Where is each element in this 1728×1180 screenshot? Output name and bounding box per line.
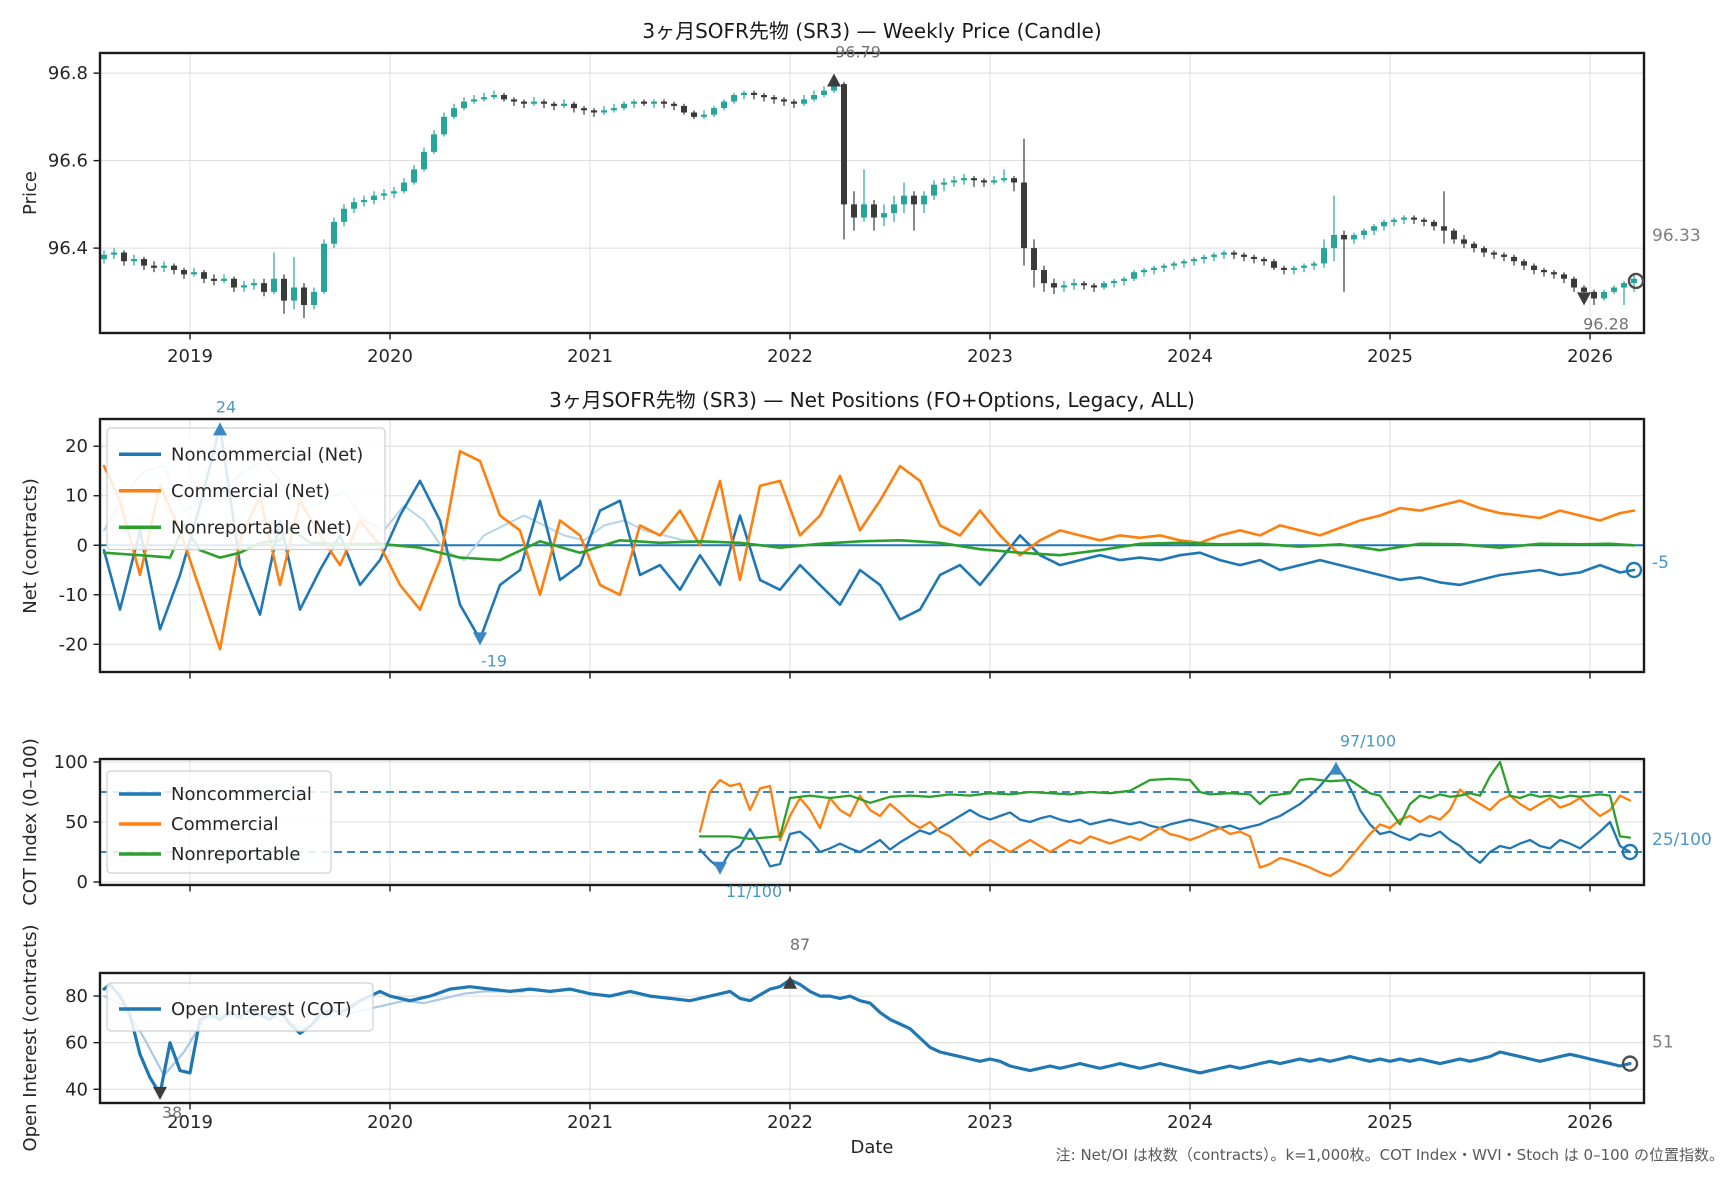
net-ylabel: Net (contracts) [20, 478, 41, 614]
x-tick-label: 2025 [1367, 346, 1413, 367]
footnote: 注: Net/OI は枚数（contracts）。k=1,000枚。COT In… [1056, 1146, 1724, 1164]
cot-panel: 0 50 100 Noncommercial Commercial Nonreportab… [54, 732, 1712, 901]
last-value-marker [1625, 561, 1643, 579]
y-tick-label: 100 [54, 752, 88, 773]
annotation-arrow-up [827, 73, 841, 87]
y-tick-label: 96.6 [48, 151, 88, 172]
x-tick-label: 2024 [1167, 346, 1213, 367]
legend-label: Nonreportable (Net) [171, 517, 352, 538]
y-tick-label: 96.4 [48, 238, 88, 259]
legend-label: Open Interest (COT) [171, 999, 352, 1020]
y-tick-label: 0 [77, 535, 88, 556]
panel-border [98, 971, 1646, 1105]
y-tick-label: 50 [65, 812, 88, 833]
x-tick-label: 2021 [567, 346, 613, 367]
legend-label: Noncommercial (Net) [171, 444, 363, 465]
legend: Noncommercial Commercial Nonreportable [106, 770, 332, 874]
x-tick-label: 2021 [567, 1112, 613, 1133]
x-tick-label: 2025 [1367, 1112, 1413, 1133]
x-tick-label: 2020 [367, 1112, 413, 1133]
x-tick-label: 2020 [367, 346, 413, 367]
x-tick-label: 2026 [1567, 1112, 1613, 1133]
annotation-arrow-up [783, 975, 797, 989]
net-panel: -20 -10 0 10 20 Noncommercial (Net) Commercial… [59, 397, 1669, 679]
x-tick-label: 2019 [167, 1112, 213, 1133]
annotation-arrow-down [713, 861, 727, 875]
annotation-label: 97/100 [1340, 732, 1396, 751]
annotation-label: 24 [216, 397, 236, 416]
annotation-label: 87 [790, 935, 810, 954]
last-value-marker [1621, 1055, 1639, 1072]
legend-label: Nonreportable [171, 844, 300, 865]
annotation-arrow-down [473, 632, 487, 646]
date-axis-label: Date [850, 1137, 893, 1158]
y-tick-label: 60 [65, 1033, 88, 1054]
legend-label: Noncommercial [171, 784, 312, 805]
y-tick-label: 96.8 [48, 63, 88, 84]
legend: Noncommercial (Net) Commercial (Net) Nonre… [106, 427, 386, 551]
y-tick-label: -10 [59, 585, 88, 606]
y-tick-label: 40 [65, 1079, 88, 1100]
y-tick-label: 10 [65, 486, 88, 507]
price-panel: 2019 2020 2021 2022 2023 2024 2025 2026 96.4 96.6… [48, 43, 1701, 368]
annotation-label: 11/100 [726, 882, 782, 901]
annotation-arrow-down [1577, 292, 1591, 306]
legend-label: Commercial (Net) [171, 481, 330, 502]
oi-panel: 2019 2020 2021 2022 2023 2024 2025 2026 40 60 80 Op… [65, 935, 1674, 1133]
legend-label: Commercial [171, 814, 279, 835]
y-tick-label: -20 [59, 634, 88, 655]
commercial-line [698, 778, 1632, 878]
x-tick-label: 2023 [967, 346, 1013, 367]
panel-border [98, 51, 1646, 335]
x-tick-label: 2026 [1567, 346, 1613, 367]
price-panel-title: 3ヶ月SOFR先物 (SR3) — Weekly Price (Candle) [642, 19, 1101, 43]
last-value-label: 96.33 [1652, 226, 1701, 246]
annotation-label: -19 [481, 651, 507, 670]
last-value-marker [1621, 843, 1639, 861]
annotation-arrow-up [213, 422, 227, 436]
annotation-label: 96.79 [835, 43, 881, 62]
nonreportable-line [698, 760, 1632, 840]
x-tick-label: 2024 [1167, 1112, 1213, 1133]
net-panel-title: 3ヶ月SOFR先物 (SR3) — Net Positions (FO+Opti… [549, 388, 1195, 412]
noncommercial-net-line [102, 425, 1636, 641]
annotation-label: 96.28 [1583, 314, 1629, 333]
y-tick-label: 0 [77, 872, 88, 893]
x-tick-label: 2023 [967, 1112, 1013, 1133]
noncommercial-line [698, 764, 1632, 870]
x-tick-label: 2019 [167, 346, 213, 367]
last-value-label: -5 [1652, 553, 1669, 573]
y-tick-label: 20 [65, 436, 88, 457]
last-value-marker [1627, 272, 1645, 290]
annotation-arrow-up [1329, 761, 1343, 775]
y-tick-label: 80 [65, 986, 88, 1007]
open-interest-ylabel: Open Interest (contracts) [20, 924, 41, 1151]
candlestick-series [101, 77, 1637, 319]
annotation-label: 38 [162, 1103, 182, 1122]
x-tick-label: 2022 [767, 346, 813, 367]
legend: Open Interest (COT) [106, 982, 374, 1032]
x-tick-label: 2022 [767, 1112, 813, 1133]
price-ylabel: Price [20, 171, 41, 215]
last-value-label: 51 [1652, 1033, 1674, 1053]
annotation-arrow-down [153, 1086, 167, 1100]
last-value-label: 25/100 [1652, 830, 1712, 850]
cot-index-ylabel: COT Index (0–100) [20, 738, 41, 906]
